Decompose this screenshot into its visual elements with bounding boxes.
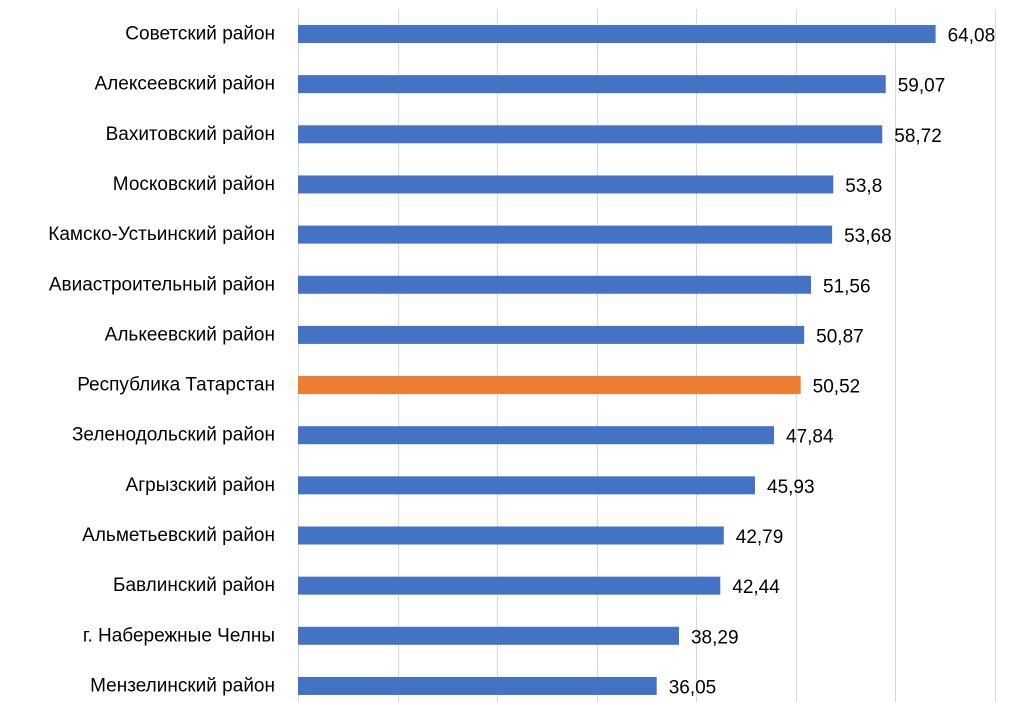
gridlines	[298, 9, 996, 702]
bar	[298, 676, 657, 695]
data-label: 36,05	[669, 677, 717, 698]
bar	[298, 325, 805, 344]
bar-highlight	[298, 376, 801, 395]
data-label: 53,8	[845, 176, 882, 197]
category-label: Камско-Устьинский район	[48, 224, 275, 245]
data-label: 64,08	[948, 26, 996, 47]
data-label: 45,93	[767, 477, 815, 498]
category-label: Вахитовский район	[106, 124, 275, 145]
value-labels: 64,08 59,07 58,72 53,8 53,68 51,56 50,87 50,52 4…	[669, 26, 995, 699]
bar	[298, 175, 834, 194]
category-label: Бавлинский район	[113, 575, 275, 596]
data-label: 42,79	[736, 527, 784, 548]
bars	[298, 25, 936, 695]
category-label: Алькеевский район	[105, 324, 275, 345]
category-label: Мензелинский район	[90, 675, 275, 696]
data-label: 58,72	[894, 126, 942, 147]
category-label: Советский район	[125, 24, 275, 45]
category-label: Альметьевский район	[82, 525, 275, 546]
data-label: 42,44	[732, 577, 780, 598]
category-label: Алексеевский район	[95, 74, 276, 95]
bar	[298, 225, 833, 244]
data-label: 47,84	[786, 427, 834, 448]
bar	[298, 526, 724, 545]
bar	[298, 275, 812, 294]
category-label: Московский район	[113, 174, 275, 195]
bar	[298, 125, 883, 144]
category-label: Зеленодольский район	[72, 425, 275, 446]
data-label: 53,68	[844, 226, 892, 247]
bar	[298, 476, 756, 495]
data-label: 38,29	[691, 627, 739, 648]
data-label: 51,56	[823, 276, 871, 297]
category-labels: Советский район Алексеевский район Вахитов…	[48, 24, 275, 697]
bar	[298, 25, 936, 43]
data-label: 50,87	[816, 326, 864, 347]
bar	[298, 576, 721, 595]
bar	[298, 426, 775, 445]
category-label: Авиастроительный район	[49, 274, 275, 295]
category-label: г. Набережные Челны	[83, 625, 275, 646]
bar	[298, 75, 886, 94]
data-label: 59,07	[898, 76, 946, 97]
category-label: Агрызский район	[126, 475, 275, 496]
bar	[298, 626, 679, 645]
data-label: 50,52	[813, 377, 861, 398]
category-label: Республика Татарстан	[77, 375, 275, 396]
